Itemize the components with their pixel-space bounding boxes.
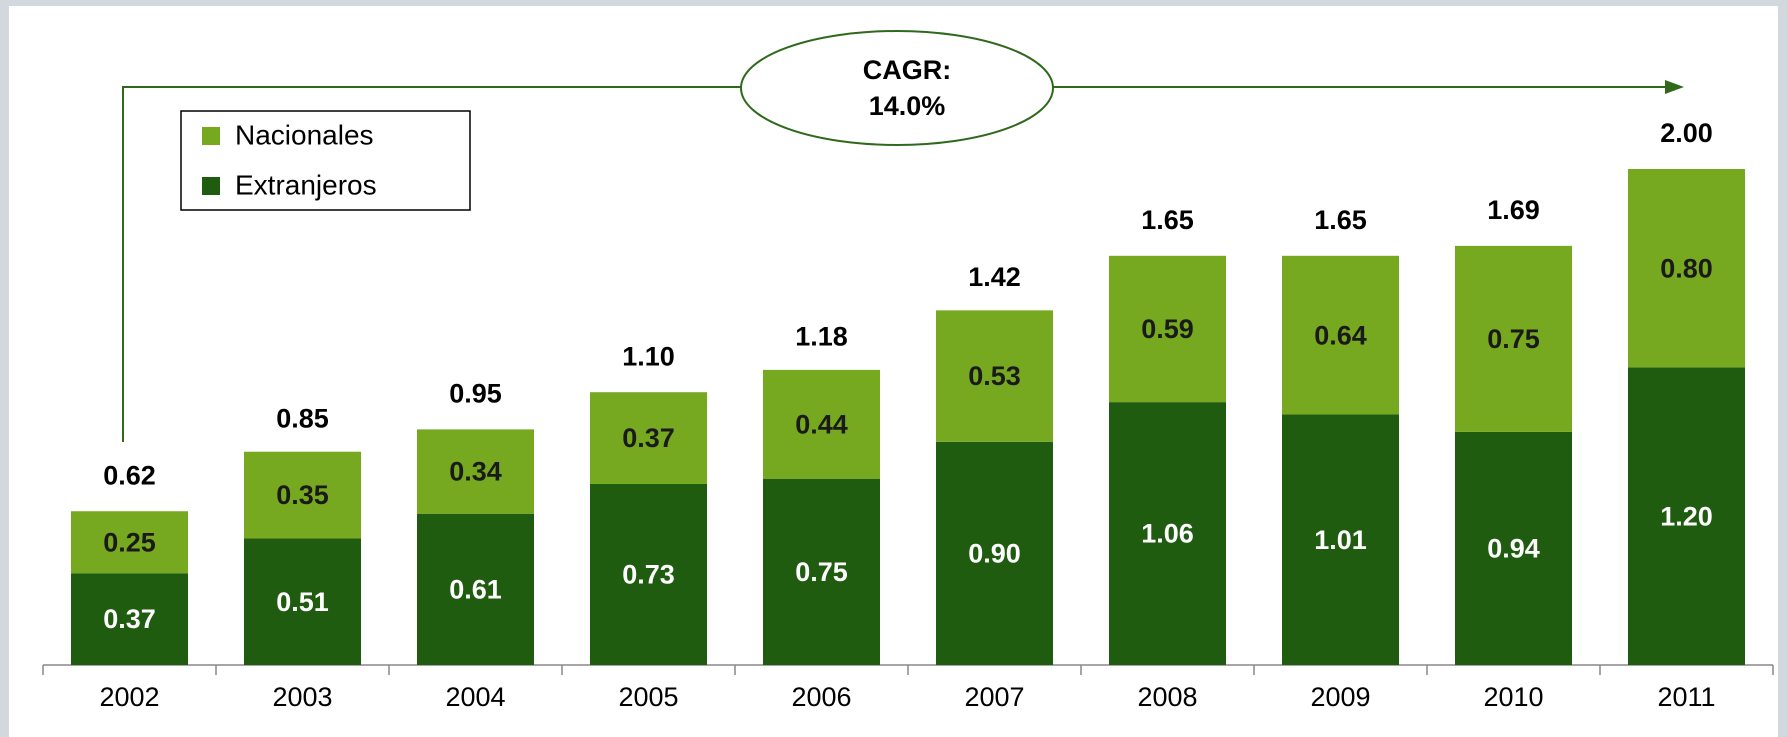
legend-label: Nacionales xyxy=(235,119,374,150)
legend-label: Extranjeros xyxy=(235,169,377,200)
segment-label: 0.90 xyxy=(968,539,1021,569)
bar-segment xyxy=(1109,255,1226,403)
bar-segment xyxy=(244,538,361,665)
cagr-arrowhead xyxy=(1665,80,1684,94)
x-tick-label: 2009 xyxy=(1310,682,1370,712)
total-label: 1.10 xyxy=(622,341,675,371)
segment-label: 0.64 xyxy=(1314,320,1367,350)
bar-segment xyxy=(936,310,1053,442)
x-tick-label: 2011 xyxy=(1657,682,1715,712)
segment-label: 0.37 xyxy=(622,423,675,453)
bar-segment xyxy=(590,483,707,665)
x-tick-label: 2006 xyxy=(791,682,851,712)
x-tick-label: 2003 xyxy=(272,682,332,712)
segment-label: 0.59 xyxy=(1141,314,1194,344)
bar-segment xyxy=(71,573,188,665)
bar-segment xyxy=(1282,414,1399,665)
cagr-value: 14.0% xyxy=(869,91,946,121)
segment-label: 1.06 xyxy=(1141,519,1194,549)
bar-segment xyxy=(417,429,534,514)
bar-segment xyxy=(1628,367,1745,665)
bar-segment xyxy=(417,513,534,665)
legend-swatch xyxy=(202,177,220,195)
segment-label: 0.94 xyxy=(1487,534,1540,564)
segment-label: 0.44 xyxy=(795,410,848,440)
total-label: 0.62 xyxy=(103,460,156,490)
total-label: 1.18 xyxy=(795,321,848,351)
legend-box xyxy=(180,110,471,211)
bar-segment xyxy=(1455,431,1572,665)
bar-segment xyxy=(1282,255,1399,415)
total-label: 2.00 xyxy=(1660,118,1713,148)
bar-segment xyxy=(763,369,880,479)
x-tick-label: 2007 xyxy=(964,682,1024,712)
x-tick-label: 2008 xyxy=(1137,682,1197,712)
bar-segment xyxy=(763,479,880,665)
segment-label: 1.01 xyxy=(1314,525,1367,555)
segment-label: 0.51 xyxy=(276,587,329,617)
cagr-label: CAGR: xyxy=(863,55,952,85)
total-label: 0.95 xyxy=(449,379,502,409)
cagr-ellipse xyxy=(740,30,1054,146)
bar-segment xyxy=(936,441,1053,665)
cagr-arrow xyxy=(122,86,1665,442)
legend-swatch xyxy=(202,127,220,145)
segment-label: 0.37 xyxy=(103,604,156,634)
bar-segment xyxy=(71,511,188,574)
x-tick-label: 2002 xyxy=(99,682,159,712)
segment-label: 0.75 xyxy=(1487,324,1540,354)
segment-label: 0.35 xyxy=(276,480,329,510)
bar-segment xyxy=(1109,402,1226,665)
segment-label: 0.53 xyxy=(968,361,1021,391)
total-label: 1.69 xyxy=(1487,195,1540,225)
x-tick-label: 2005 xyxy=(618,682,678,712)
total-label: 0.85 xyxy=(276,403,329,433)
segment-label: 0.25 xyxy=(103,527,156,557)
bar-segment xyxy=(244,451,361,539)
total-label: 1.42 xyxy=(968,262,1021,292)
total-label: 1.65 xyxy=(1141,205,1194,235)
x-tick-label: 2004 xyxy=(445,682,505,712)
segment-label: 0.34 xyxy=(449,457,502,487)
segment-label: 0.73 xyxy=(622,560,675,590)
bar-segment xyxy=(1455,245,1572,432)
bar-segment xyxy=(590,392,707,484)
segment-label: 0.61 xyxy=(449,574,502,604)
x-tick-label: 2010 xyxy=(1483,682,1543,712)
segment-label: 0.80 xyxy=(1660,253,1713,283)
total-label: 1.65 xyxy=(1314,205,1367,235)
segment-label: 1.20 xyxy=(1660,501,1713,531)
bar-segment xyxy=(1628,169,1745,368)
segment-label: 0.75 xyxy=(795,557,848,587)
